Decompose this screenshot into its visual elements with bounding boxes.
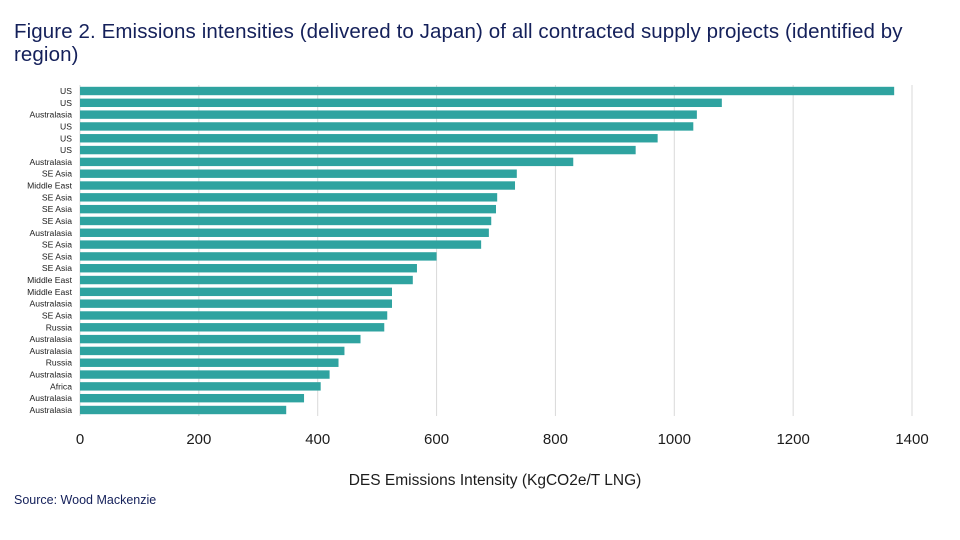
bar-20 [80, 323, 385, 332]
category-label-13: SE Asia [42, 240, 72, 250]
category-label-21: Australasia [29, 334, 72, 344]
bar-9 [80, 193, 498, 202]
source-note: Source: Wood Mackenzie [14, 493, 157, 507]
category-label-0: US [60, 86, 72, 96]
x-tick-label-1000: 1000 [658, 431, 691, 448]
bar-7 [80, 169, 517, 178]
x-tick-label-0: 0 [76, 431, 84, 448]
bar-18 [80, 299, 392, 308]
category-label-20: Russia [46, 322, 72, 332]
category-label-15: SE Asia [42, 263, 72, 273]
bar-12 [80, 228, 489, 237]
bar-24 [80, 370, 330, 379]
category-label-10: SE Asia [42, 204, 72, 214]
bar-3 [80, 122, 694, 131]
category-label-22: Australasia [29, 346, 72, 356]
category-label-14: SE Asia [42, 251, 72, 261]
x-tick-label-800: 800 [543, 431, 568, 448]
category-label-24: Australasia [29, 370, 72, 380]
bar-27 [80, 405, 287, 415]
bar-21 [80, 334, 361, 344]
bar-11 [80, 216, 492, 226]
bar-13 [80, 240, 482, 249]
bar-17 [80, 287, 392, 297]
bar-6 [80, 157, 574, 167]
bar-23 [80, 358, 339, 367]
bar-5 [80, 145, 636, 155]
category-label-7: SE Asia [42, 169, 72, 179]
bar-19 [80, 311, 388, 320]
category-label-4: US [60, 133, 72, 143]
x-tick-label-1200: 1200 [776, 431, 809, 448]
category-label-25: Africa [50, 381, 72, 391]
x-axis-label: DES Emissions Intensity (KgCO2e/T LNG) [348, 472, 642, 489]
category-label-1: US [60, 98, 72, 108]
category-label-26: Australasia [29, 393, 72, 403]
chart-title: Figure 2. Emissions intensities (deliver… [14, 20, 903, 66]
category-label-9: SE Asia [42, 192, 72, 202]
category-label-17: Middle East [27, 287, 73, 297]
bar-2 [80, 110, 697, 119]
x-tick-label-200: 200 [186, 431, 211, 448]
bar-8 [80, 181, 516, 190]
category-label-11: SE Asia [42, 216, 72, 226]
bar-4 [80, 134, 658, 143]
x-tick-label-600: 600 [424, 431, 449, 448]
category-label-2: Australasia [29, 110, 72, 120]
bar-22 [80, 346, 345, 356]
bar-0 [80, 86, 895, 96]
category-label-12: Australasia [29, 228, 72, 238]
category-label-27: Australasia [29, 405, 72, 415]
category-label-18: Australasia [29, 299, 72, 309]
bar-14 [80, 252, 437, 261]
bar-26 [80, 393, 305, 403]
x-tick-label-1400: 1400 [895, 431, 928, 448]
category-label-23: Russia [46, 358, 72, 368]
bar-1 [80, 98, 722, 108]
x-tick-label-400: 400 [305, 431, 330, 448]
bar-10 [80, 204, 496, 214]
bar-15 [80, 264, 417, 273]
category-label-19: SE Asia [42, 310, 72, 320]
bar-16 [80, 275, 413, 285]
category-label-6: Australasia [29, 157, 72, 167]
category-label-16: Middle East [27, 275, 73, 285]
category-label-3: US [60, 121, 72, 131]
category-label-8: Middle East [27, 181, 73, 191]
category-label-5: US [60, 145, 72, 155]
bar-25 [80, 382, 321, 391]
